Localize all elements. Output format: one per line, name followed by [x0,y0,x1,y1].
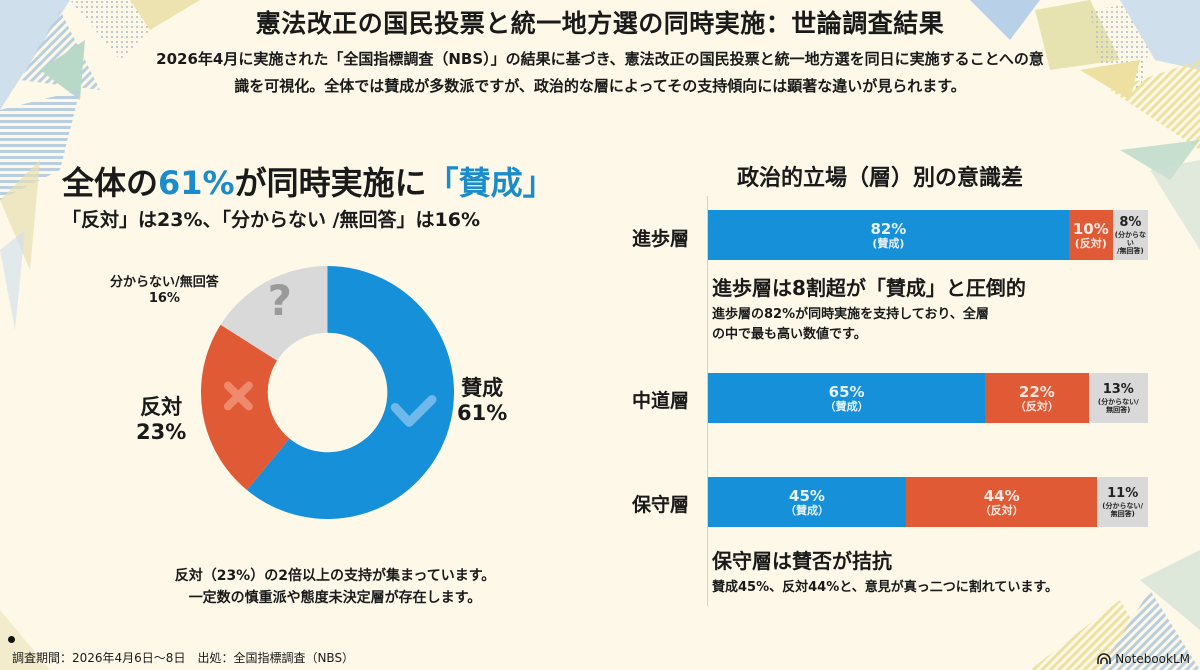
bullet-dot [8,636,15,643]
bar-segment-dont-know: 11% (分からない/ 無回答) [1097,477,1148,527]
overall-subheadline: 「反対」は23%、「分からない /無回答」は16% [62,209,481,231]
insight-title-conservative: 保守層は賛否が拮抗 [712,549,892,573]
brand-logo: NotebookLM [1097,652,1190,666]
chart-axis-line [707,196,708,606]
donut-note: 反対（23%）の2倍以上の支持が集まっています。 一定数の慎重派や態度未決定層が… [174,568,496,606]
bar-centrist: 65% （賛成） 22% （反対） 13% (分からない/ 無回答) [708,373,1148,423]
bar-segment-for: 82% (賛成) [708,210,1069,260]
decorative-shapes-bottom-right [1030,550,1200,670]
row-label-centrist: 中道層 [632,390,690,412]
insight-title-progressive: 進歩層は8割超が「賛成」と圧倒的 [712,276,1026,300]
donut-chart: ? [200,265,455,520]
page-title: 憲法改正の国民投票と統一地方選の同時実施：世論調査結果 [255,9,945,38]
row-label-conservative: 保守層 [632,494,690,516]
bar-segment-for: 65% （賛成） [708,373,986,423]
bar-segment-against: 22% （反対） [985,373,1089,423]
group-chart-title: 政治的立場（層）別の意識差 [736,166,1023,191]
page-subtitle: 2026年4月に実施された「全国指標調査（NBS）」の結果に基づき、憲法改正の国… [70,46,1130,100]
donut-segment-for [246,265,455,520]
donut-segment-dont-know [220,265,328,361]
row-label-progressive: 進歩層 [632,228,690,250]
bar-conservative: 45% （賛成） 44% （反対） 11% (分からない/ 無回答) [708,477,1148,527]
question-icon: ? [268,276,292,325]
bar-segment-dont-know: 13% (分からない/ 無回答) [1088,373,1148,423]
bar-segment-against: 44% （反対） [906,477,1098,527]
donut-label-for: 賛成 61% [457,376,508,426]
bar-segment-against: 10% (反対) [1068,210,1113,260]
check-icon [390,394,437,427]
notebooklm-icon [1097,653,1112,664]
insight-body-progressive: 進歩層の82%が同時実施を支持しており、全層 の中で最も高い数値です。 [712,307,989,342]
headline-quote: 「賛成」 [426,164,555,202]
subtitle-line-2: 識を可視化。全体では賛成が多数派ですが、政治的な層によってその支持傾向には顕著な… [234,77,966,95]
donut-label-against: 反対 23% [136,395,187,445]
subtitle-line-1: 2026年4月に実施された「全国指標調査（NBS）」の結果に基づき、憲法改正の国… [156,50,1044,68]
overall-headline: 全体の61%が同時実施に「賛成」 [62,164,555,202]
headline-percentage: 61% [158,164,235,202]
insight-body-conservative: 賛成45%、反対44%と、意見が真っ二つに割れています。 [712,580,1059,595]
bar-segment-dont-know: 8% (分からない /無回答) [1112,210,1148,260]
bar-progressive: 82% (賛成) 10% (反対) 8% (分からない /無回答) [708,210,1148,260]
bar-segment-for: 45% （賛成） [708,477,906,527]
cross-icon [223,381,253,411]
donut-label-dont-know: 分からない/無回答 16% [110,275,219,306]
footer-source: 調査期間：2026年4月6日〜8日 出処：全国指標調査（NBS） [12,651,355,665]
